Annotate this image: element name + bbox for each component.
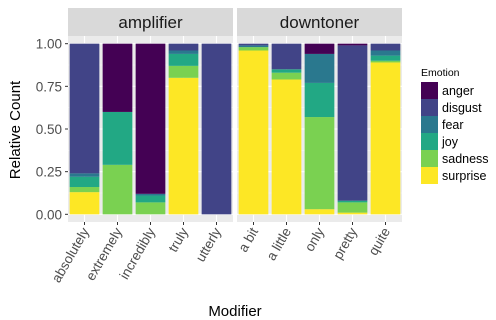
bar-segment-sadness-pretty [337,202,368,213]
facet-strip [68,8,233,36]
bar-segment-joy-a-little [271,69,302,73]
bar-segment-disgust-a-little [271,43,302,70]
bar-segment-joy-extremely [102,111,133,165]
facet-strip-label: downtoner [280,13,360,32]
bar-segment-joy-pretty [337,200,368,203]
legend-key-sadness [421,150,438,167]
bar-segment-disgust-absolutely [69,43,100,174]
bar-segment-disgust-a-bit [238,43,269,46]
bar-segment-fear-truly [168,50,199,54]
bar-segment-joy-quite [370,55,401,61]
bar-segment-anger-extremely [102,43,133,112]
bar-segment-surprise-only [304,209,335,215]
bar-segment-sadness-extremely [102,164,133,215]
legend-label-disgust: disgust [442,101,482,115]
legend-key-anger [421,82,438,99]
x-tick-label: truly [165,225,191,255]
bar-segment-anger-only [304,43,335,54]
bar-segment-joy-truly [168,53,199,66]
legend-key-surprise [421,167,438,184]
facet-panels: amplifier downtoner [68,8,402,222]
y-tick-label: 0.50 [36,122,62,137]
bar-segment-disgust-utterly [201,43,232,215]
y-axis-title: Relative Count [7,80,24,179]
bar-segment-fear-incredibly [135,193,166,196]
bar-segment-surprise-quite [370,62,401,215]
bar-segment-sadness-only [304,117,335,210]
facet-strip-label: amplifier [118,13,183,32]
y-tick-label: 1.00 [36,37,62,52]
legend-label-surprise: surprise [442,169,487,183]
x-axis-title: Modifier [208,303,261,320]
bar-segment-disgust-quite [370,43,401,51]
bar-segment-sadness-quite [370,60,401,63]
legend-key-fear [421,116,438,133]
bar-segment-joy-absolutely [69,176,100,188]
x-tick-label: a bit [235,225,261,255]
bar-segment-fear-a-bit [238,45,269,48]
bar-segment-surprise-truly [168,77,199,215]
y-tick-label: 0.75 [36,79,62,94]
x-tick-label: a little [263,225,294,263]
bar-segment-fear-absolutely [69,173,100,177]
y-tick-label: 0.25 [36,165,62,180]
x-tick-label: utterly [193,225,224,265]
bar-segment-sadness-truly [168,65,199,78]
bar-segment-disgust-pretty [337,45,368,201]
x-tick-label: only [302,225,327,254]
y-tick-label: 0.00 [36,207,62,222]
bar-segment-joy-incredibly [135,195,166,203]
x-tick-label: quite [365,225,393,258]
legend-label-anger: anger [442,84,474,98]
bar-segment-sadness-a-little [271,72,302,80]
bar-segment-fear-only [304,53,335,83]
x-tick-label: pretty [330,225,360,262]
bar-segment-sadness-absolutely [69,187,100,193]
bar-segment-sadness-a-bit [238,47,269,51]
bar-segment-sadness-incredibly [135,202,166,215]
legend-label-sadness: sadness [442,152,489,166]
facet-strip [237,8,402,36]
legend-title: Emotion [421,67,460,79]
bar-segment-joy-only [304,82,335,118]
y-axis: 0.00 0.25 0.50 0.75 1.00 [36,37,68,222]
bar-segment-surprise-a-bit [238,50,269,215]
bar-segment-surprise-absolutely [69,192,100,215]
bar-segment-fear-quite [370,50,401,56]
legend-label-joy: joy [441,135,459,149]
bar-segment-surprise-pretty [337,212,368,215]
legend: Emotion anger disgust fear joy sadness surpri… [421,67,489,184]
legend-label-fear: fear [442,118,464,132]
bar-segment-anger-pretty [337,43,368,46]
bar-segment-anger-incredibly [135,43,166,194]
legend-key-joy [421,133,438,150]
bar-segment-surprise-a-little [271,79,302,215]
bar-segment-disgust-truly [168,43,199,51]
legend-key-disgust [421,99,438,116]
